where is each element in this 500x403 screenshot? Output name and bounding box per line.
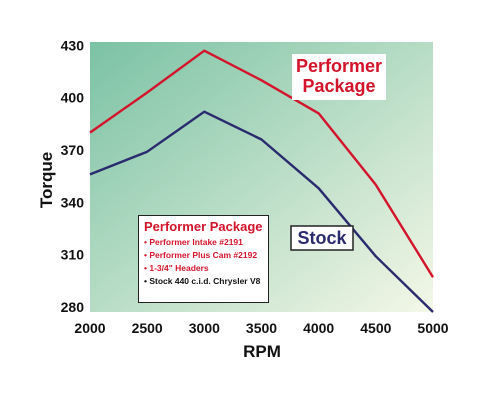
legend-item: • Performer Intake #2191 (144, 237, 243, 247)
series-line-stock (89, 110, 434, 313)
y-tick-label: 310 (61, 247, 85, 263)
x-tick-label: 3000 (189, 320, 220, 336)
y-tick-label: 400 (61, 90, 85, 106)
series-callout-label: Package (302, 76, 375, 96)
x-tick-label: 3500 (246, 320, 277, 336)
y-axis-title: Torque (37, 152, 56, 208)
legend-item: • 1-3/4" Headers (144, 263, 209, 273)
legend-title: Performer Package (144, 219, 263, 234)
x-tick-label: 4000 (303, 320, 334, 336)
legend-item: • Stock 440 c.i.d. Chrysler V8 (144, 276, 261, 286)
x-tick-label: 2500 (132, 320, 163, 336)
callout-box-stock (290, 225, 354, 251)
x-axis-title: RPM (243, 342, 281, 361)
y-tick-label: 340 (61, 194, 85, 210)
legend-item: • Performer Plus Cam #2192 (144, 250, 258, 260)
x-tick-label: 5000 (417, 320, 448, 336)
legend-box: Performer Package • Performer Intake #21… (138, 215, 269, 303)
callout-box-performer (292, 54, 386, 100)
series-callout-label: Performer (296, 56, 382, 76)
series-line-performer (89, 49, 435, 278)
y-tick-label: 430 (61, 37, 85, 53)
series-callout-label: Stock (297, 228, 347, 248)
x-tick-label: 2000 (74, 320, 105, 336)
y-tick-label: 370 (61, 142, 85, 158)
y-tick-label: 280 (61, 299, 85, 315)
x-tick-label: 4500 (360, 320, 391, 336)
